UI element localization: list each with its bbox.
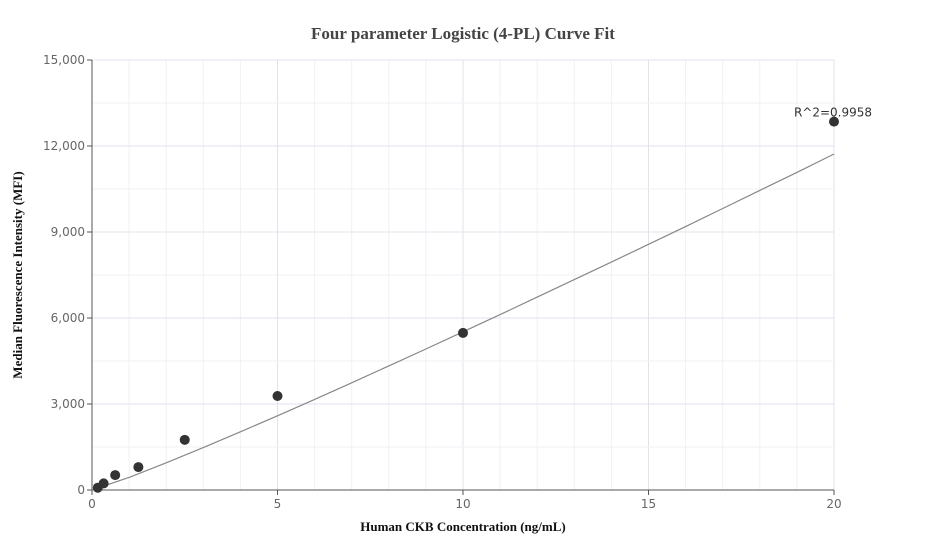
chart-title: Four parameter Logistic (4-PL) Curve Fit	[311, 24, 615, 43]
x-axis-title: Human CKB Concentration (ng/mL)	[360, 519, 565, 534]
data-point	[110, 470, 121, 481]
tick-labels: 0 3,000 6,000 9,000 12,000 15,000 0 5 10 15 20	[43, 53, 842, 511]
x-tick-label: 0	[88, 497, 96, 511]
y-tick-label: 3,000	[51, 397, 85, 411]
r-squared-annotation: R^2=0.9958	[794, 106, 872, 120]
data-point	[829, 116, 839, 127]
data-point	[133, 462, 144, 473]
y-tick-label: 0	[77, 483, 85, 497]
y-tick-label: 6,000	[51, 311, 85, 325]
x-tick-label: 20	[826, 497, 841, 511]
x-tick-label: 15	[641, 497, 656, 511]
y-tick-label: 9,000	[51, 225, 85, 239]
x-tick-label: 5	[274, 497, 282, 511]
y-tick-label: 15,000	[43, 53, 85, 67]
data-points	[92, 116, 839, 493]
data-point	[458, 327, 468, 338]
data-point	[272, 390, 283, 401]
grid	[91, 59, 835, 491]
x-tick-label: 10	[455, 497, 470, 511]
data-point	[179, 434, 190, 445]
data-point	[98, 478, 109, 489]
y-tick-label: 12,000	[43, 139, 85, 153]
y-axis-title: Median Fluorescence Intensity (MFI)	[10, 171, 25, 378]
axes	[87, 59, 835, 495]
